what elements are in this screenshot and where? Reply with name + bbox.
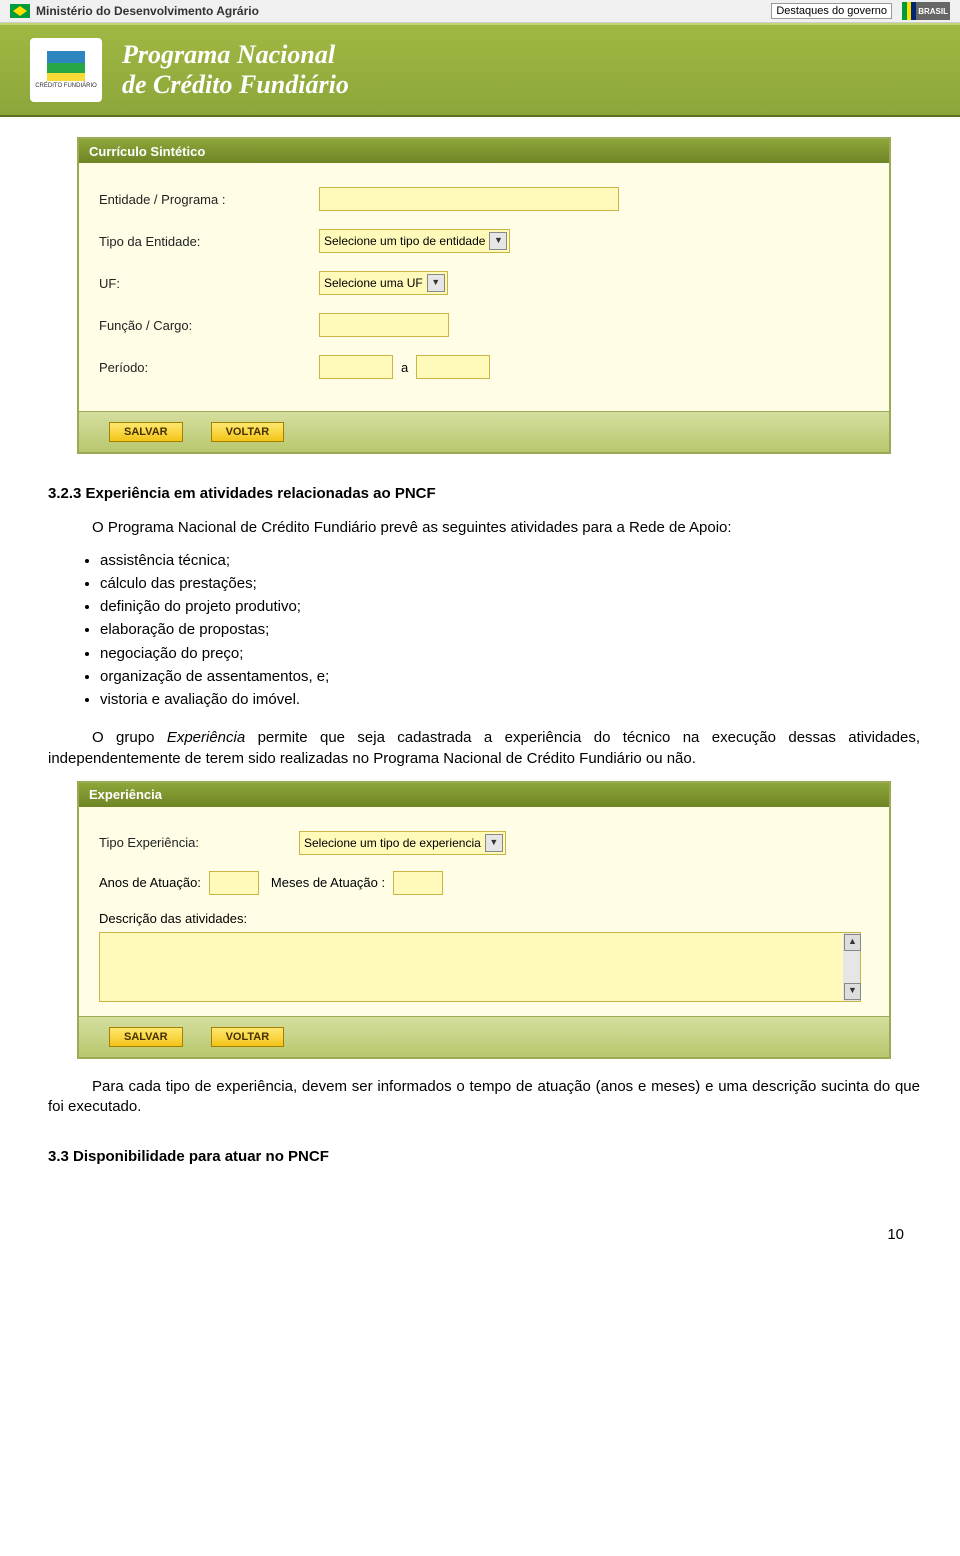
program-header: CRÉDITO FUNDIÁRIO Programa Nacional de C… (0, 23, 960, 117)
periodo-separator: a (401, 360, 408, 375)
bullets-323: assistência técnica; cálculo das prestaç… (100, 551, 920, 711)
experiencia-panel-header: Experiência (79, 783, 889, 807)
row-periodo: Período: a (99, 355, 869, 379)
credito-fundiario-logo: CRÉDITO FUNDIÁRIO (30, 38, 102, 102)
top-right: Destaques do governo BRASIL (771, 2, 950, 20)
doc-after-panel2: Para cada tipo de experiência, devem ser… (48, 1077, 920, 1168)
doc-section-323: 3.2.3 Experiência em atividades relacion… (48, 484, 920, 769)
heading-33: 3.3 Disponibilidade para atuar no PNCF (48, 1147, 920, 1167)
bullet-item: organização de assentamentos, e; (100, 667, 920, 687)
label-entidade: Entidade / Programa : (99, 192, 319, 207)
voltar-button[interactable]: VOLTAR (211, 422, 285, 442)
input-funcao[interactable] (319, 313, 449, 337)
top-left: Ministério do Desenvolvimento Agrário (10, 4, 259, 18)
brasil-gov-logo: BRASIL (902, 2, 950, 20)
row-tipo-experiencia: Tipo Experiência: Selecione um tipo de e… (99, 831, 869, 855)
destaques-select[interactable]: Destaques do governo (771, 3, 892, 19)
cf-logo-caption: CRÉDITO FUNDIÁRIO (35, 83, 97, 89)
row-entidade: Entidade / Programa : (99, 187, 869, 211)
gov-top-bar: Ministério do Desenvolvimento Agrário De… (0, 0, 960, 23)
experiencia-panel-body: Tipo Experiência: Selecione um tipo de e… (79, 807, 889, 1016)
label-meses-atuacao: Meses de Atuação : (271, 875, 385, 890)
select-uf[interactable]: Selecione uma UF ▼ (319, 271, 448, 295)
row-atuacao: Anos de Atuação: Meses de Atuação : (99, 871, 869, 895)
label-anos-atuacao: Anos de Atuação: (99, 875, 201, 890)
textarea-descricao[interactable]: ▲ ▼ (99, 932, 861, 1002)
bullet-item: negociação do preço; (100, 644, 920, 664)
row-tipo-entidade: Tipo da Entidade: Selecione um tipo de e… (99, 229, 869, 253)
label-funcao: Função / Cargo: (99, 318, 319, 333)
chevron-down-icon: ▼ (427, 274, 445, 292)
program-title: Programa Nacional de Crédito Fundiário (122, 40, 349, 100)
bullet-item: assistência técnica; (100, 551, 920, 571)
select-tipo-entidade[interactable]: Selecione um tipo de entidade ▼ (319, 229, 510, 253)
input-periodo-fim[interactable] (416, 355, 490, 379)
experiencia-panel: Experiência Tipo Experiência: Selecione … (77, 781, 891, 1059)
row-funcao: Função / Cargo: (99, 313, 869, 337)
bullet-item: cálculo das prestações; (100, 574, 920, 594)
destaques-label: Destaques do governo (776, 5, 887, 17)
curriculo-panel: Currículo Sintético Entidade / Programa … (77, 137, 891, 454)
input-periodo-inicio[interactable] (319, 355, 393, 379)
input-anos-atuacao[interactable] (209, 871, 259, 895)
select-uf-value: Selecione uma UF (324, 276, 423, 290)
curriculo-panel-footer: SALVAR VOLTAR (79, 411, 889, 452)
row-uf: UF: Selecione uma UF ▼ (99, 271, 869, 295)
heading-323: 3.2.3 Experiência em atividades relacion… (48, 484, 920, 504)
title-line-1: Programa Nacional (122, 40, 349, 70)
label-periodo: Período: (99, 360, 319, 375)
chevron-down-icon: ▼ (489, 232, 507, 250)
p-323-intro: O Programa Nacional de Crédito Fundiário… (48, 518, 920, 538)
scrollbar[interactable]: ▲ ▼ (843, 933, 860, 1001)
label-tipo-experiencia: Tipo Experiência: (99, 835, 299, 850)
select-tipo-experiencia-value: Selecione um tipo de experiencia (304, 836, 481, 850)
scroll-up-icon[interactable]: ▲ (844, 934, 861, 951)
salvar-button[interactable]: SALVAR (109, 1027, 183, 1047)
ministry-name: Ministério do Desenvolvimento Agrário (36, 4, 259, 18)
label-descricao: Descrição das atividades: (99, 911, 869, 926)
curriculo-panel-body: Entidade / Programa : Tipo da Entidade: … (79, 163, 889, 411)
cf-logo-icon (47, 51, 85, 81)
select-tipo-experiencia[interactable]: Selecione um tipo de experiencia ▼ (299, 831, 506, 855)
page-number: 10 (0, 1202, 960, 1253)
p-323-grupo: O grupo Experiência permite que seja cad… (48, 728, 920, 769)
title-line-2: de Crédito Fundiário (122, 70, 349, 100)
label-uf: UF: (99, 276, 319, 291)
p-note-experiencia: Para cada tipo de experiência, devem ser… (48, 1077, 920, 1118)
experiencia-panel-footer: SALVAR VOLTAR (79, 1016, 889, 1057)
scroll-down-icon[interactable]: ▼ (844, 983, 861, 1000)
bullet-item: elaboração de propostas; (100, 620, 920, 640)
salvar-button[interactable]: SALVAR (109, 422, 183, 442)
input-entidade[interactable] (319, 187, 619, 211)
label-tipo-entidade: Tipo da Entidade: (99, 234, 319, 249)
curriculo-panel-header: Currículo Sintético (79, 139, 889, 163)
chevron-down-icon: ▼ (485, 834, 503, 852)
brazil-flag-icon (10, 4, 30, 18)
input-meses-atuacao[interactable] (393, 871, 443, 895)
bullet-item: definição do projeto produtivo; (100, 597, 920, 617)
bullet-item: vistoria e avaliação do imóvel. (100, 690, 920, 710)
row-descricao: Descrição das atividades: ▲ ▼ (99, 911, 869, 1002)
voltar-button[interactable]: VOLTAR (211, 1027, 285, 1047)
select-tipo-entidade-value: Selecione um tipo de entidade (324, 234, 485, 248)
